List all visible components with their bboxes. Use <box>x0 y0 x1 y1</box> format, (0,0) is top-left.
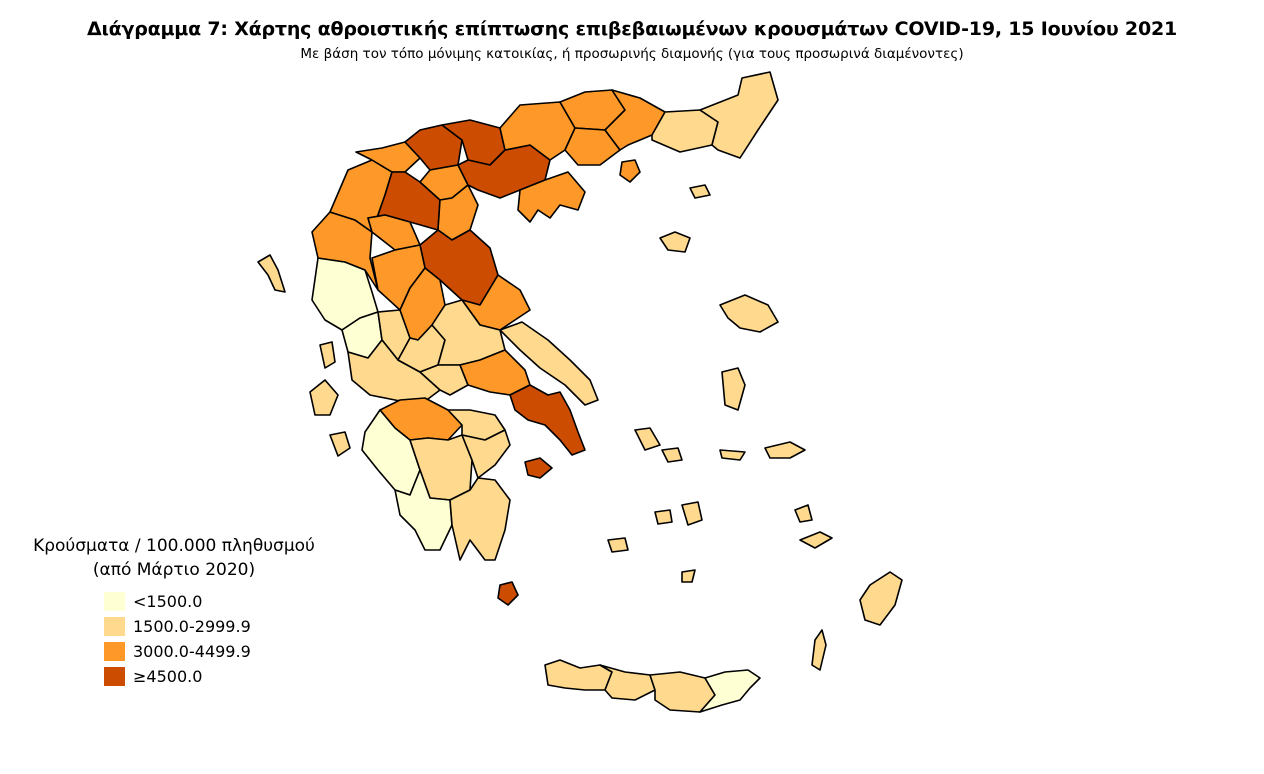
legend-swatch <box>104 616 125 636</box>
legend-item-3000-4499: 3000.0-4499.9 <box>104 641 251 661</box>
legend-swatch <box>104 641 125 661</box>
region-evros <box>699 71 779 159</box>
legend-title-line1: Κρούσματα / 100.000 πληθυσμού <box>33 536 315 556</box>
legend: Κρούσματα / 100.000 πληθυσμού (από Μάρτι… <box>24 534 334 686</box>
island-kythira <box>497 581 519 606</box>
region-rethymno <box>599 664 656 701</box>
map-title: Διάγραμμα 7: Χάρτης αθροιστικής επίπτωση… <box>86 18 1178 40</box>
island-karpathos <box>811 629 827 671</box>
island-lefkada <box>319 341 336 369</box>
island-milos <box>607 537 629 553</box>
island-zakynthos <box>329 431 351 457</box>
region-messinia <box>394 469 453 551</box>
legend-label: ≥4500.0 <box>133 666 203 686</box>
region-pella <box>404 124 463 171</box>
region-chania <box>544 659 613 691</box>
island-santorini <box>681 569 696 583</box>
island-lesvos <box>719 294 779 333</box>
island-limnos <box>659 231 691 253</box>
island-tinos <box>661 447 683 463</box>
island-ikaria <box>719 449 746 461</box>
legend-label: <1500.0 <box>133 591 203 611</box>
region-xanthi <box>604 89 666 151</box>
region-ioannina <box>311 211 379 291</box>
region-evia <box>499 321 599 406</box>
region-chalkidiki <box>517 171 586 223</box>
island-salamina-aegina <box>524 457 553 479</box>
island-kos <box>799 531 833 549</box>
island-paros <box>654 509 673 525</box>
island-chios <box>721 367 746 411</box>
region-attiki <box>509 384 586 456</box>
island-rodos <box>859 571 903 626</box>
island-kalymnos <box>794 504 813 523</box>
island-samothraki <box>689 184 711 199</box>
island-samos <box>764 441 806 459</box>
legend-swatch <box>104 591 125 611</box>
legend-title-line2: (από Μάρτιο 2020) <box>92 560 256 580</box>
legend-swatch <box>104 666 125 686</box>
island-thasos <box>619 159 641 183</box>
legend-title: Κρούσματα / 100.000 πληθυσμού (από Μάρτι… <box>14 534 334 582</box>
island-naxos <box>681 501 703 526</box>
region-argolida <box>461 429 511 479</box>
legend-label: 1500.0-2999.9 <box>133 616 251 636</box>
legend-item-1500-2999: 1500.0-2999.9 <box>104 616 251 636</box>
region-thessaloniki <box>457 144 551 199</box>
legend-item-lt1500: <1500.0 <box>104 591 202 611</box>
region-florina <box>355 141 421 173</box>
island-andros <box>634 427 661 451</box>
island-corfu <box>257 254 286 293</box>
legend-label: 3000.0-4499.9 <box>133 641 251 661</box>
region-lasithi <box>699 669 761 713</box>
legend-item-gte4500: ≥4500.0 <box>104 666 202 686</box>
map-subtitle: Με βάση τον τόπο μόνιμης κατοικίας, ή πρ… <box>300 46 964 62</box>
island-kefalonia <box>309 379 339 416</box>
region-lakonia <box>449 477 511 561</box>
